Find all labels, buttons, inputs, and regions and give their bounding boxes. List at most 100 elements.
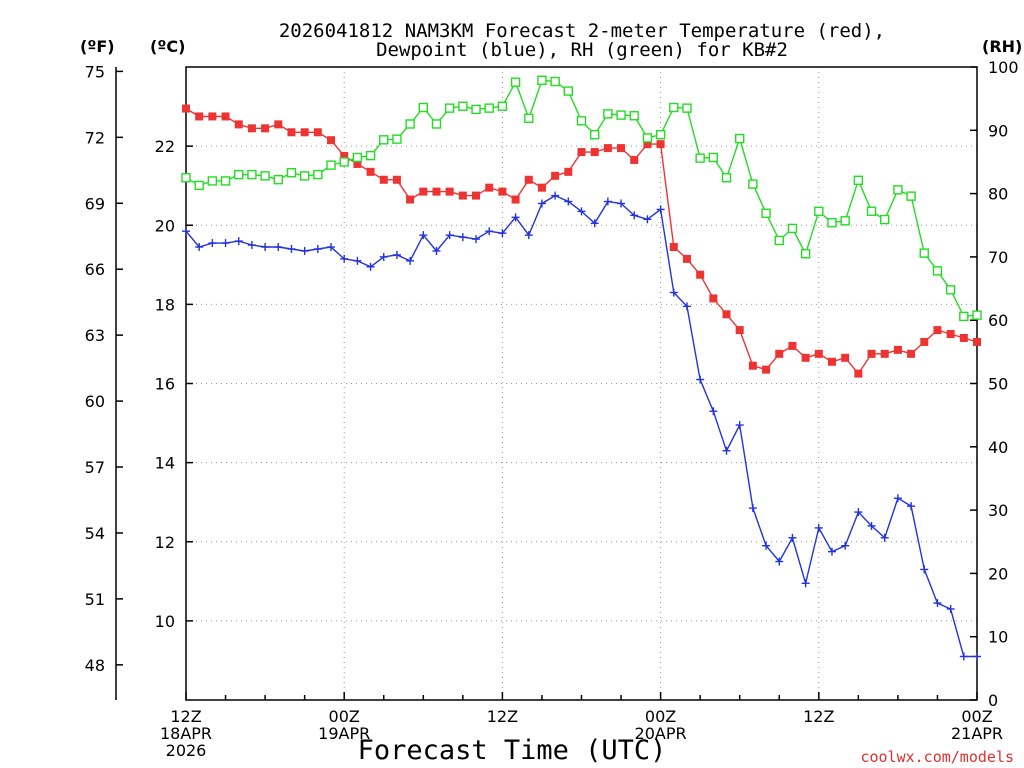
f-tick-label: 63 [85,326,105,345]
dewpoint-point [195,243,204,252]
rh-tick-label: 60 [988,311,1008,330]
temperature-point [392,175,401,184]
rh-point [471,104,481,115]
temperature-point [867,349,876,358]
x-axis-title: Forecast Time (UTC) [358,735,667,766]
temperature-point [709,294,718,303]
rh-tick-label: 10 [988,628,1008,647]
rh-tick-label: 0 [988,691,998,710]
temperature-point [880,349,889,358]
dewpoint-point [854,508,863,517]
temperature-point [300,128,309,137]
rh-axis-label: (RH) [982,37,1022,56]
f-tick-label: 75 [85,62,105,81]
dewpoint-point [498,229,507,238]
temperature-point [472,191,481,200]
rh-point [273,174,283,185]
rh-point [524,113,534,123]
rh-tick-label: 80 [988,185,1008,204]
dewpoint-point [920,565,929,574]
c-tick-label: 20 [155,216,175,235]
temperature-point [946,330,955,339]
f-tick-label: 54 [85,524,105,543]
credit-text: coolwx.com/models [860,748,1014,766]
temperature-point [564,167,573,176]
temperature-point [696,270,705,279]
f-tick-label: 57 [85,458,105,477]
dewpoint-point [880,533,889,542]
temperature-point [498,187,507,196]
dewpoint-point [511,213,520,222]
rh-point [286,168,297,178]
temperature-point [722,310,731,319]
temperature-point [762,365,771,374]
temperature-point [617,144,626,153]
dewpoint-point [366,262,375,271]
dewpoint-point [406,256,415,265]
rh-point [708,152,719,163]
rh-point [735,133,745,144]
rh-point [959,311,969,322]
dewpoint-point [445,231,454,240]
temperature-point [656,140,665,149]
dewpoint-point [617,199,626,208]
rh-point [207,176,218,186]
c-tick-label: 18 [155,295,175,314]
dewpoint-point [762,541,771,550]
rh-point [352,152,363,163]
dewpoint-point [287,244,296,253]
time-tick-label: 19APR [318,724,370,743]
dewpoint-point [327,243,336,252]
rh-point [510,77,521,87]
rh-point [972,310,982,320]
c-tick-label: 16 [155,375,175,394]
celsius-axis-label: (ºC) [150,37,185,56]
temperature-point [669,243,678,252]
c-tick-label: 12 [155,533,175,552]
dewpoint-line [185,194,977,658]
rh-point [919,248,929,258]
c-tick-label: 22 [155,137,175,156]
dewpoint-point [827,547,836,556]
rh-point [299,171,310,181]
dewpoint-point [656,205,665,214]
rh-point [220,176,231,186]
temperature-point [814,349,823,358]
dewpoint-point [814,523,823,532]
rh-point [695,153,705,163]
dewpoint-point [630,211,639,220]
temperature-point [920,337,929,346]
rh-point [260,171,270,181]
temperature-point [208,112,217,121]
rh-point [629,111,639,121]
dewpoint-point [379,252,388,261]
temperature-point [524,175,533,184]
rh-point [669,102,679,113]
time-tick-label: 00Z [645,707,676,726]
rh-point [866,206,877,217]
gridlines [186,67,977,700]
temperature-point [973,337,981,346]
rh-point [774,235,784,246]
temperature-point [511,195,520,204]
rh-point [379,135,389,145]
rh-point [787,223,798,234]
temperature-point [234,120,243,129]
dewpoint-point [907,502,916,511]
dewpoint-point [669,288,678,297]
series-layer [181,75,982,661]
time-tick-label: 12Z [803,707,834,726]
dewpoint-point [775,557,784,566]
temperature-point [406,195,415,204]
time-tick-label: 18APR [160,724,212,743]
temperature-point [327,136,336,145]
dewpoint-point [735,421,744,430]
dewpoint-point [973,652,981,661]
temperature-point [907,349,916,358]
rh-point [761,208,771,218]
c-tick-label: 10 [155,612,175,631]
dewpoint-point [682,302,691,311]
temperature-point [788,341,797,350]
series-temperature [182,104,981,378]
